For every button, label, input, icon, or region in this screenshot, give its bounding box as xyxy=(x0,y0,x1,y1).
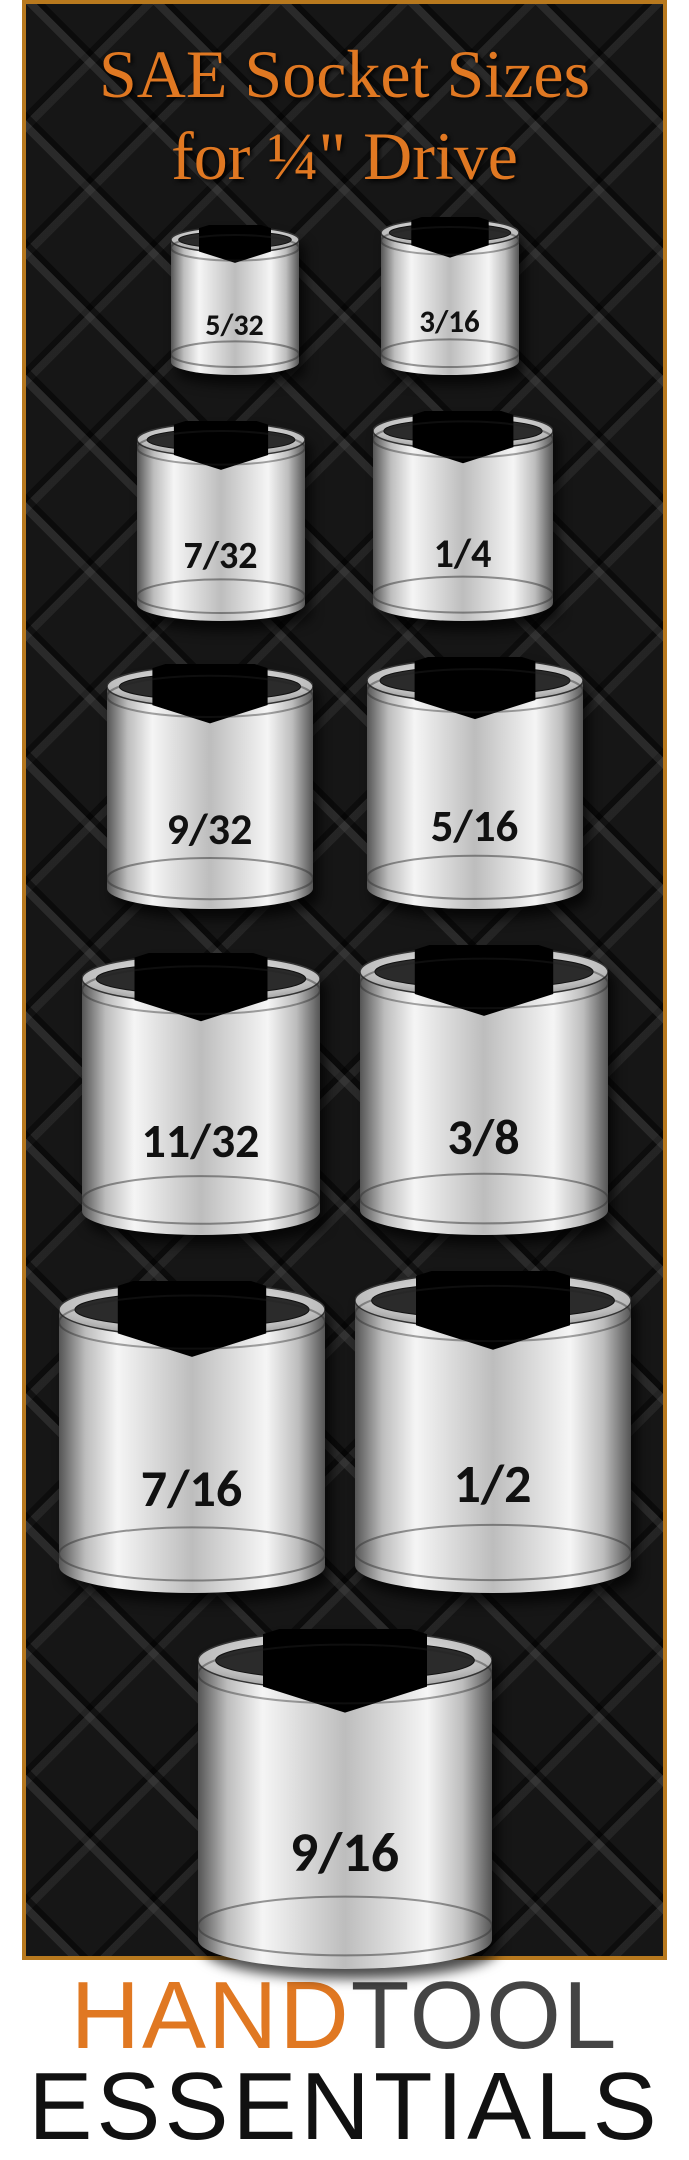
socket-size-label: 5/32 xyxy=(171,307,299,344)
socket-size-label: 11/32 xyxy=(82,1111,320,1170)
title-line-1: SAE Socket Sizes xyxy=(26,34,663,116)
socket: 5/32 xyxy=(171,225,299,375)
title-line-2: for ¼" Drive xyxy=(26,116,663,198)
footer-logo: HANDTOOL ESSENTIALS xyxy=(0,1960,689,2152)
socket-size-label: 7/32 xyxy=(137,533,305,579)
socket-row: 11/32 xyxy=(26,945,663,1235)
socket-size-label: 1/2 xyxy=(355,1451,631,1517)
socket: 7/16 xyxy=(59,1281,325,1593)
socket-row: 7/32 xyxy=(26,411,663,621)
socket-size-label: 3/8 xyxy=(360,1107,608,1168)
socket-size-label: 5/16 xyxy=(367,799,583,854)
socket: 3/16 xyxy=(381,217,519,375)
socket: 7/32 xyxy=(137,421,305,621)
diamond-plate-panel: SAE Socket Sizes for ¼" Drive xyxy=(22,0,667,1960)
socket-row: 7/16 xyxy=(26,1271,663,1593)
socket-row: 9/32 xyxy=(26,657,663,909)
socket-size-label: 9/32 xyxy=(107,802,313,856)
socket: 9/32 xyxy=(107,664,313,909)
socket-grid: 5/32 xyxy=(26,217,663,1969)
title: SAE Socket Sizes for ¼" Drive xyxy=(26,34,663,197)
socket: 1/2 xyxy=(355,1271,631,1593)
socket: 5/16 xyxy=(367,657,583,909)
footer-word-essentials: ESSENTIALS xyxy=(0,2061,689,2152)
socket: 1/4 xyxy=(373,411,553,621)
socket: 9/16 xyxy=(198,1629,492,1969)
socket-row: 5/32 xyxy=(26,217,663,375)
socket-row: 9/16 xyxy=(26,1629,663,1969)
socket-size-label: 7/16 xyxy=(59,1456,325,1520)
socket-size-label: 3/16 xyxy=(381,303,519,341)
footer-line-handtool: HANDTOOL xyxy=(0,1970,689,2061)
socket-size-label: 9/16 xyxy=(198,1819,492,1887)
socket-size-label: 1/4 xyxy=(373,529,553,578)
socket: 3/8 xyxy=(360,945,608,1235)
socket: 11/32 xyxy=(82,953,320,1235)
